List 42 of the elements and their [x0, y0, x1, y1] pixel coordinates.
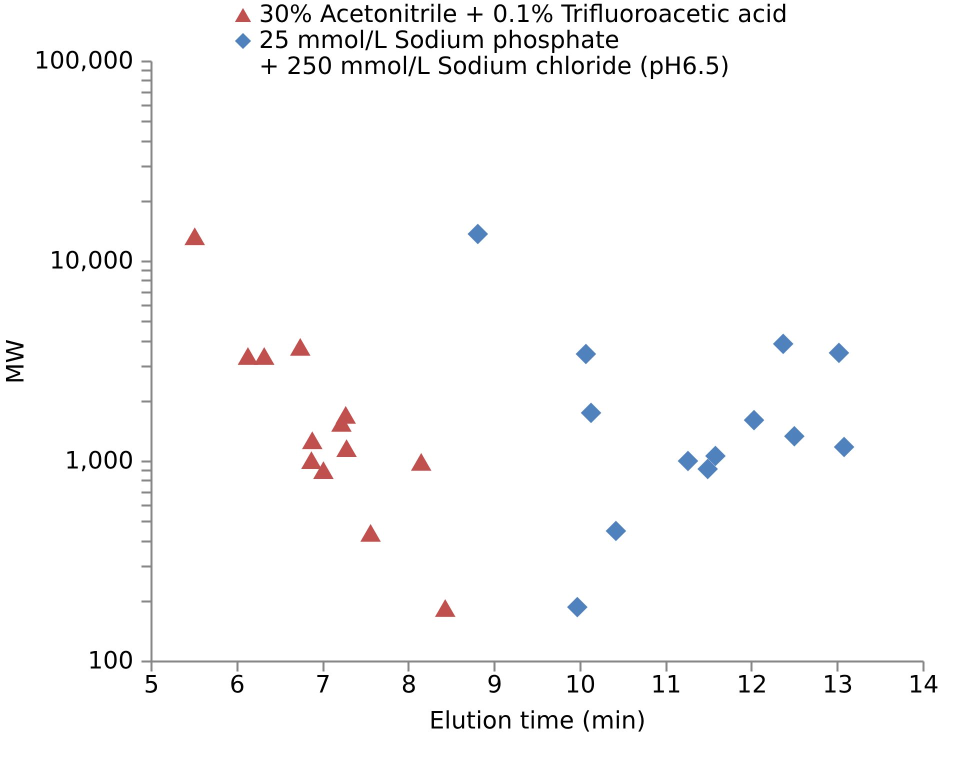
point [238, 347, 258, 365]
point [834, 436, 854, 458]
x-tick-label: 14 [908, 670, 939, 698]
point [705, 446, 726, 466]
point [772, 334, 794, 354]
point [784, 426, 805, 446]
y-axis-title: MW [1, 339, 30, 384]
point [580, 402, 602, 424]
x-tick-label: 5 [144, 670, 160, 698]
point [410, 453, 432, 471]
point [697, 458, 718, 480]
point [301, 451, 322, 470]
point [576, 344, 596, 364]
point [360, 524, 381, 542]
x-tick-label: 9 [486, 670, 502, 698]
x-tick-label: 12 [736, 670, 768, 698]
point [184, 227, 205, 246]
point [290, 338, 310, 356]
point [336, 439, 357, 457]
x-tick-label: 7 [315, 670, 331, 698]
point [678, 450, 698, 472]
point [434, 599, 456, 617]
y-tick-label: 10,000 [50, 246, 134, 274]
y-tick-label: 1,000 [64, 446, 134, 474]
point [313, 461, 334, 480]
legend-label: 30% Acetonitrile + 0.1% Trifluoroacetic acid [259, 0, 788, 28]
legend-label: 25 mmol/L Sodium phosphate + 250 mmol/L Sodium chloride (pH6.5) [259, 26, 730, 80]
x-axis-title: Elution time (min) [429, 706, 646, 734]
point [606, 520, 626, 542]
point [468, 224, 488, 244]
y-tick-label: 100,000 [34, 46, 134, 74]
point [567, 596, 588, 618]
point [744, 410, 764, 430]
x-tick-label: 6 [230, 670, 245, 698]
point [828, 342, 850, 364]
y-tick-label: 100 [88, 646, 134, 674]
point [302, 431, 323, 450]
x-tick-label: 11 [650, 670, 682, 698]
x-tick-label: 13 [822, 670, 853, 698]
x-tick-label: 10 [565, 670, 596, 698]
point [254, 347, 274, 365]
x-tick-label: 8 [401, 670, 416, 698]
